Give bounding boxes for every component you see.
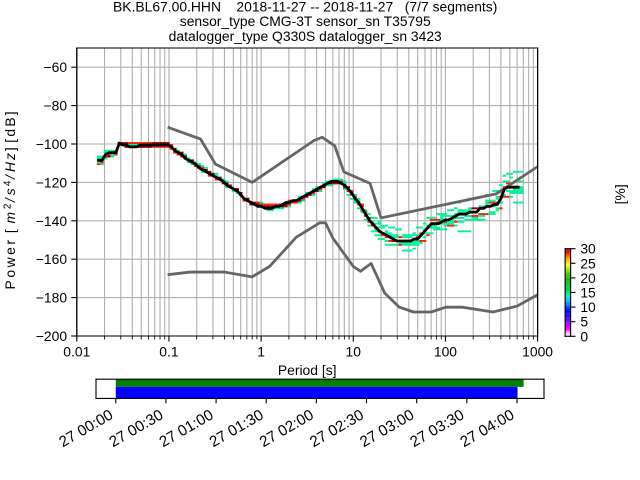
svg-text:Period [s]: Period [s] bbox=[278, 362, 337, 378]
svg-text:−180: −180 bbox=[36, 290, 68, 306]
svg-text:10: 10 bbox=[580, 299, 596, 315]
svg-text:−120: −120 bbox=[36, 174, 68, 190]
svg-text:0.01: 0.01 bbox=[63, 344, 90, 360]
svg-text:sensor_type CMG-3T sensor_sn T: sensor_type CMG-3T sensor_sn T35795 bbox=[180, 13, 431, 29]
svg-text:datalogger_type Q330S datalogg: datalogger_type Q330S datalogger_sn 3423 bbox=[169, 28, 442, 44]
svg-text:−200: −200 bbox=[36, 328, 68, 344]
svg-text:−80: −80 bbox=[44, 98, 68, 114]
svg-text:0: 0 bbox=[580, 328, 588, 344]
svg-text:BK.BL67.00.HHN 2018-11-27 -: BK.BL67.00.HHN 2018-11-27 -- 2018-11-27 … bbox=[113, 0, 497, 14]
svg-text:Power[m2/s4/Hz][dB]: Power[m2/s4/Hz][dB] bbox=[2, 111, 18, 289]
svg-text:10: 10 bbox=[346, 344, 362, 360]
svg-text:20: 20 bbox=[580, 270, 596, 286]
svg-text:[%]: [%] bbox=[612, 184, 628, 204]
svg-text:−140: −140 bbox=[36, 213, 68, 229]
svg-text:−100: −100 bbox=[36, 136, 68, 152]
svg-text:25: 25 bbox=[580, 255, 596, 271]
svg-text:15: 15 bbox=[580, 285, 596, 301]
svg-text:1000: 1000 bbox=[522, 344, 553, 360]
svg-text:0.1: 0.1 bbox=[159, 344, 179, 360]
svg-text:1: 1 bbox=[257, 344, 265, 360]
svg-text:100: 100 bbox=[434, 344, 457, 360]
svg-text:−160: −160 bbox=[36, 251, 68, 267]
svg-text:−60: −60 bbox=[44, 59, 68, 75]
svg-text:30: 30 bbox=[580, 241, 596, 257]
svg-text:5: 5 bbox=[580, 314, 588, 330]
